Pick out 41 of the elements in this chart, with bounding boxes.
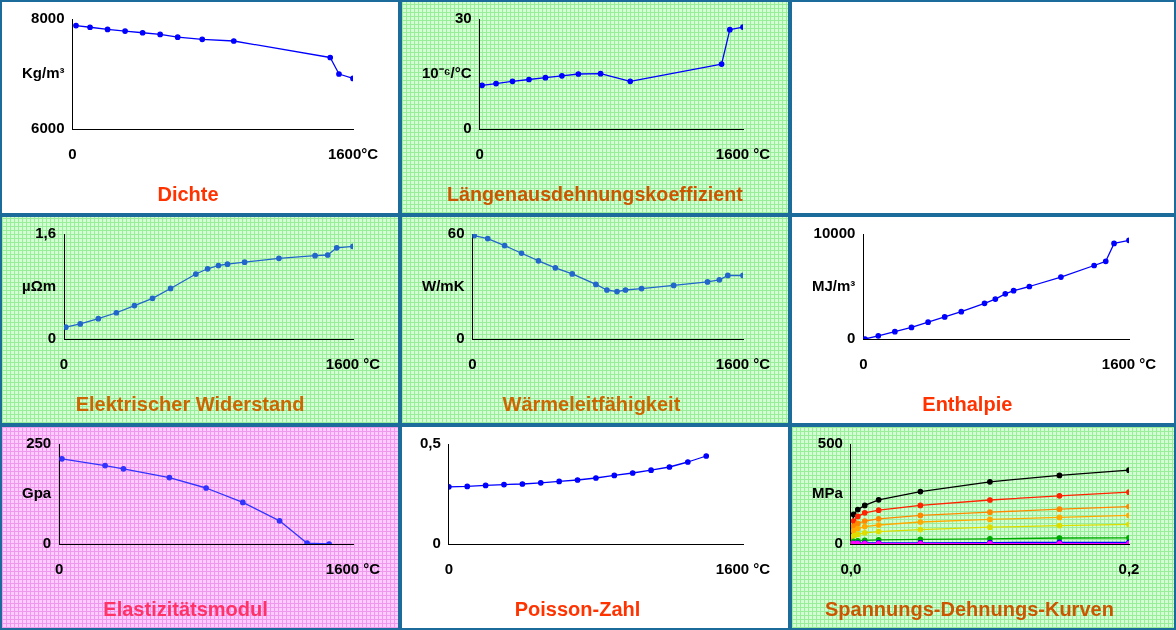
y-axis-title: MPa bbox=[812, 484, 844, 502]
x-tick-label: 0,2 bbox=[1118, 559, 1140, 577]
x-tick-label: 0 bbox=[475, 144, 484, 162]
x-tick-label: 1600 °C bbox=[715, 144, 771, 162]
y-axis-title: µΩm bbox=[21, 276, 57, 294]
text: Wärmeleitfähigkeit bbox=[502, 392, 681, 415]
text: Poisson-Zahl bbox=[514, 597, 641, 620]
y-tick-label: 8000 bbox=[31, 9, 65, 27]
text: Spannungs-Dehnungs-Kurven bbox=[824, 597, 1114, 620]
x-tick-label: 1600 °C bbox=[715, 559, 771, 577]
y-tick-label: 1,6 bbox=[35, 224, 57, 242]
y-tick-label: 250 bbox=[26, 434, 52, 452]
y-tick-label: 0 bbox=[456, 329, 465, 347]
x-tick-label: 1600 °C bbox=[715, 354, 771, 372]
x-tick-label: 0 bbox=[68, 144, 77, 162]
x-tick-label: 1600 °C bbox=[1101, 354, 1157, 372]
y-tick-label: 500 bbox=[817, 434, 843, 452]
x-tick-label: 1600 °C bbox=[325, 354, 381, 372]
y-tick-label: 60 bbox=[447, 224, 465, 242]
y-tick-label: 0 bbox=[834, 534, 843, 552]
y-tick-label: 0,5 bbox=[419, 434, 441, 452]
y-axis-title: Kg/m³ bbox=[22, 64, 65, 82]
x-tick-label: 1600 °C bbox=[325, 559, 381, 577]
text: Längenausdehnungskoeffizient bbox=[446, 182, 744, 205]
y-axis-title: W/mK bbox=[422, 276, 465, 294]
y-tick-label: 10000 bbox=[813, 224, 856, 242]
x-tick-label: 1600°C bbox=[327, 144, 379, 162]
text: Enthalpie bbox=[922, 392, 1013, 415]
y-tick-label: 0 bbox=[47, 329, 57, 347]
text: Dichte bbox=[157, 182, 219, 205]
x-tick-label: 0 bbox=[859, 354, 868, 372]
y-axis-title: Gpa bbox=[21, 484, 52, 502]
y-axis-title: 10⁻⁶/°C bbox=[422, 64, 472, 82]
text: Elastizitätsmodul bbox=[103, 597, 268, 620]
y-tick-label: 0 bbox=[42, 534, 52, 552]
y-tick-label: 6000 bbox=[31, 119, 65, 137]
y-axis-title: MJ/m³ bbox=[811, 276, 856, 294]
y-tick-label: 0 bbox=[463, 119, 472, 137]
text: Elektrischer Widerstand bbox=[75, 392, 305, 415]
x-tick-label: 0,0 bbox=[840, 559, 862, 577]
y-tick-label: 30 bbox=[454, 9, 472, 27]
